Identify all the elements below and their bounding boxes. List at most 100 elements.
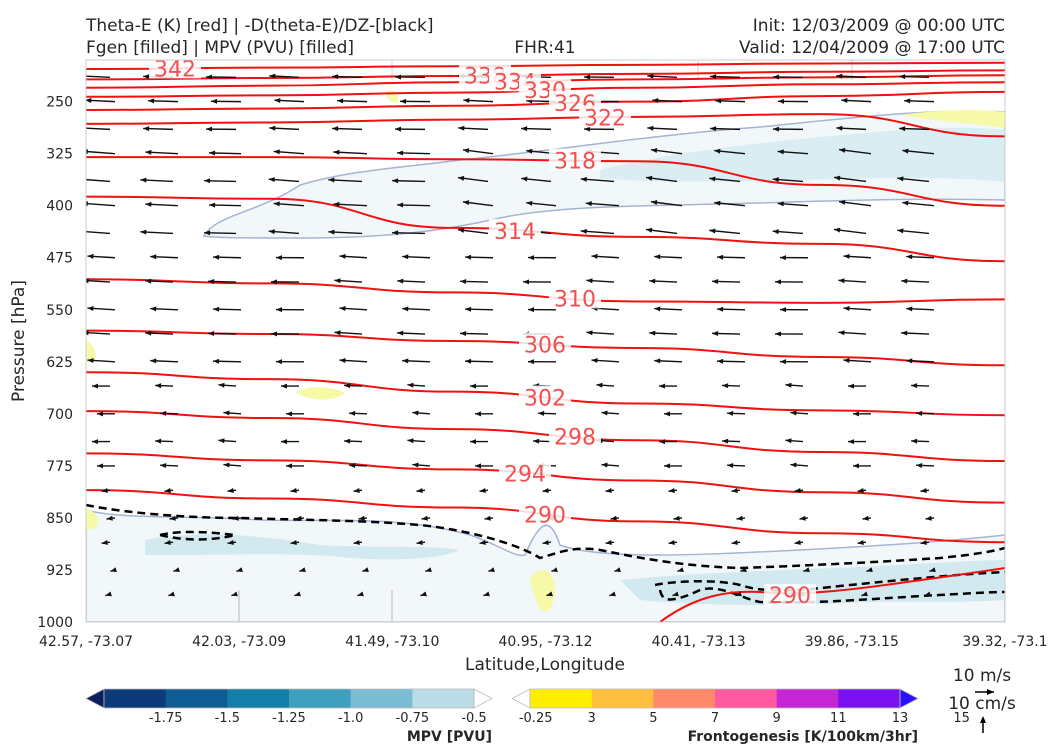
theta-e-contour-label: 318 <box>554 150 596 175</box>
header-title-line1: Theta-E (K) [red] | -D(theta-E)/DZ-[blac… <box>85 16 434 36</box>
wind-arrowhead <box>86 330 89 336</box>
wind-arrowhead <box>596 382 603 388</box>
colorbar-segment <box>289 689 352 708</box>
x-tick-label: 39.32, -73.1 <box>962 634 1047 650</box>
wind-arrowhead <box>173 567 180 573</box>
wind-arrowhead <box>488 567 495 573</box>
wind-arrowhead <box>213 254 220 260</box>
wind-vectors <box>77 73 936 597</box>
wind-arrowhead <box>400 98 407 104</box>
wind-arrowhead <box>580 228 587 234</box>
mpv-fill-lower-core1 <box>145 534 460 560</box>
forecast-hour: FHR:41 <box>514 38 575 58</box>
wind-arrowhead <box>86 201 88 207</box>
theta-e-contour-label: 342 <box>154 57 196 82</box>
wind-arrowhead <box>168 591 175 597</box>
theta-e-contours <box>86 61 1005 544</box>
colorbar-tick-label: 7 <box>711 711 719 726</box>
wind-arrowhead <box>332 126 339 132</box>
wind-arrowhead <box>299 567 306 573</box>
wind-arrowhead <box>591 357 598 363</box>
wind-arrowhead <box>77 177 83 182</box>
valid-time: Valid: 12/04/2009 @ 17:00 UTC <box>739 38 1005 58</box>
wind-arrowhead <box>402 306 409 312</box>
wind-arrowhead <box>925 515 932 521</box>
wind-arrowhead <box>672 591 679 597</box>
y-tick-label: 925 <box>46 563 73 579</box>
wind-arrowhead <box>714 200 721 206</box>
wind-arrowhead <box>334 330 341 336</box>
x-axis-ticks: 42.57, -73.07 42.03, -73.09 41.49, -73.10 4… <box>39 634 1048 650</box>
dtheta-dz-contour <box>159 530 236 541</box>
wind-arrow <box>86 178 111 183</box>
colorbar-tick-label: -1.0 <box>338 711 363 726</box>
wind-arrowhead <box>412 410 419 416</box>
wind-arrowhead <box>533 438 540 444</box>
wind-arrowhead <box>775 279 782 285</box>
wind-arrowhead <box>407 382 414 388</box>
wind-arrowhead <box>150 306 157 312</box>
wind-arrowhead <box>421 515 428 521</box>
wind-arrowhead <box>333 201 340 207</box>
y-tick-label: 1000 <box>37 615 73 631</box>
wind-arrowhead <box>717 358 724 364</box>
wind-arrowhead <box>145 201 152 207</box>
wind-arrowhead <box>458 125 465 131</box>
wind-arrowhead <box>328 177 335 183</box>
wind-arrowhead <box>344 383 351 389</box>
wind-arrowhead <box>353 488 360 493</box>
colorbar-tick-label: -0.75 <box>396 711 430 726</box>
wind-arrowhead <box>542 488 549 493</box>
wind-arrowhead <box>462 200 470 206</box>
wind-arrowhead <box>902 200 909 206</box>
contour-label-bg <box>579 105 631 128</box>
wind-arrowhead <box>362 567 369 573</box>
wind-arrowhead <box>897 176 904 182</box>
wind-arrowhead <box>87 253 94 259</box>
colorbar-segment <box>530 689 593 708</box>
wind-arrowhead <box>86 278 89 284</box>
wind-arrowhead <box>164 540 171 546</box>
wind-arrowhead <box>150 254 157 260</box>
wind-arrowhead <box>580 176 587 182</box>
wind-arrowhead <box>101 540 108 546</box>
theta-e-contour-label: 302 <box>524 387 566 412</box>
wind-arrowhead <box>268 229 275 235</box>
x-tick-label: 40.95, -73.12 <box>498 634 592 650</box>
wind-arrowhead <box>609 591 616 597</box>
wind-arrowhead <box>463 97 470 103</box>
wind-arrowhead <box>902 148 909 154</box>
wind-arrowhead <box>605 540 612 546</box>
wind-arrowhead <box>271 279 278 285</box>
wind-arrowhead <box>87 305 94 311</box>
wind-arrowhead <box>397 150 404 156</box>
colorbar-title: MPV [PVU] <box>407 729 492 745</box>
wind-arrowhead <box>462 148 470 154</box>
y-axis-ticks: 250 325 400 475 550 625 700 775 850 925 1000 <box>37 95 73 631</box>
wind-arrowhead <box>213 306 220 312</box>
wind-arrowhead <box>834 175 841 181</box>
wind-arrowhead <box>740 567 747 573</box>
wind-arrowhead <box>853 463 859 469</box>
y-tick-label: 550 <box>46 303 73 319</box>
wind-arrowhead <box>276 359 283 365</box>
wind-arrowhead <box>780 359 787 365</box>
theta-e-contour-label: 290 <box>524 503 566 528</box>
wind-arrowhead <box>790 410 797 416</box>
wind-reference-horizontal-label: 10 m/s <box>953 666 1011 686</box>
wind-arrowhead <box>584 74 591 80</box>
wind-arrowhead <box>97 463 103 469</box>
wind-arrowhead <box>460 278 467 284</box>
fgen-fill-1 <box>530 569 556 612</box>
wind-arrowhead <box>145 278 152 284</box>
wind-arrowhead <box>911 438 918 444</box>
wind-arrowhead <box>848 439 854 445</box>
wind-arrowhead <box>772 177 779 183</box>
wind-arrowhead <box>920 540 927 546</box>
wind-arrowhead <box>712 278 719 284</box>
colorbar-mpv: -1.75 -1.5 -1.25 -1.0 -0.75 -0.5 -0.25 MPV [PVU… <box>85 688 552 745</box>
fgen-fill-6 <box>900 110 1005 128</box>
x-axis-label: Latitude,Longitude <box>465 655 625 675</box>
x-tick-label: 41.49, -73.10 <box>345 634 439 650</box>
wind-arrowhead <box>924 591 931 597</box>
